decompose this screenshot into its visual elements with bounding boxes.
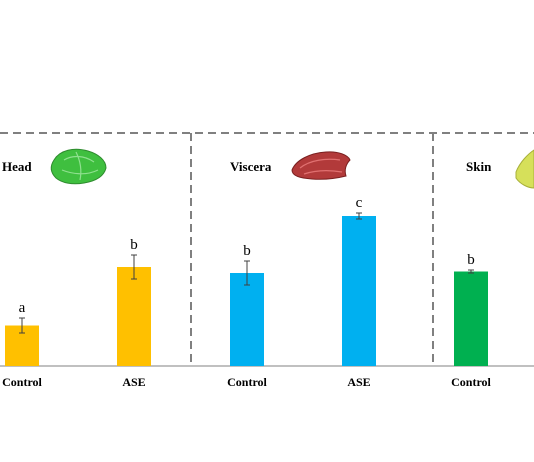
panel-label-head: Head <box>2 159 32 174</box>
category-label: ASE <box>347 375 370 389</box>
panel-label-skin: Skin <box>466 159 492 174</box>
bar-viscera-ase <box>342 216 376 366</box>
significance-letter: a <box>19 300 26 316</box>
category-label: Control <box>2 375 42 389</box>
fish-viscera-icon <box>291 151 351 180</box>
bar-head-ase <box>117 267 151 366</box>
significance-letter: c <box>356 195 363 211</box>
significance-letter: b <box>130 237 138 253</box>
significance-letter: b <box>243 243 251 259</box>
fish-head-icon <box>50 148 107 185</box>
bar-skin-control <box>454 271 488 366</box>
category-label: Control <box>451 375 491 389</box>
bar-viscera-control <box>230 273 264 366</box>
significance-letter: b <box>467 252 475 268</box>
chart-marks: a Control b ASE b Control c ASE b Control <box>2 195 491 389</box>
panel-label-viscera: Viscera <box>230 159 272 174</box>
category-label: ASE <box>122 375 145 389</box>
fish-skin-icon <box>515 149 534 189</box>
category-label: Control <box>227 375 267 389</box>
